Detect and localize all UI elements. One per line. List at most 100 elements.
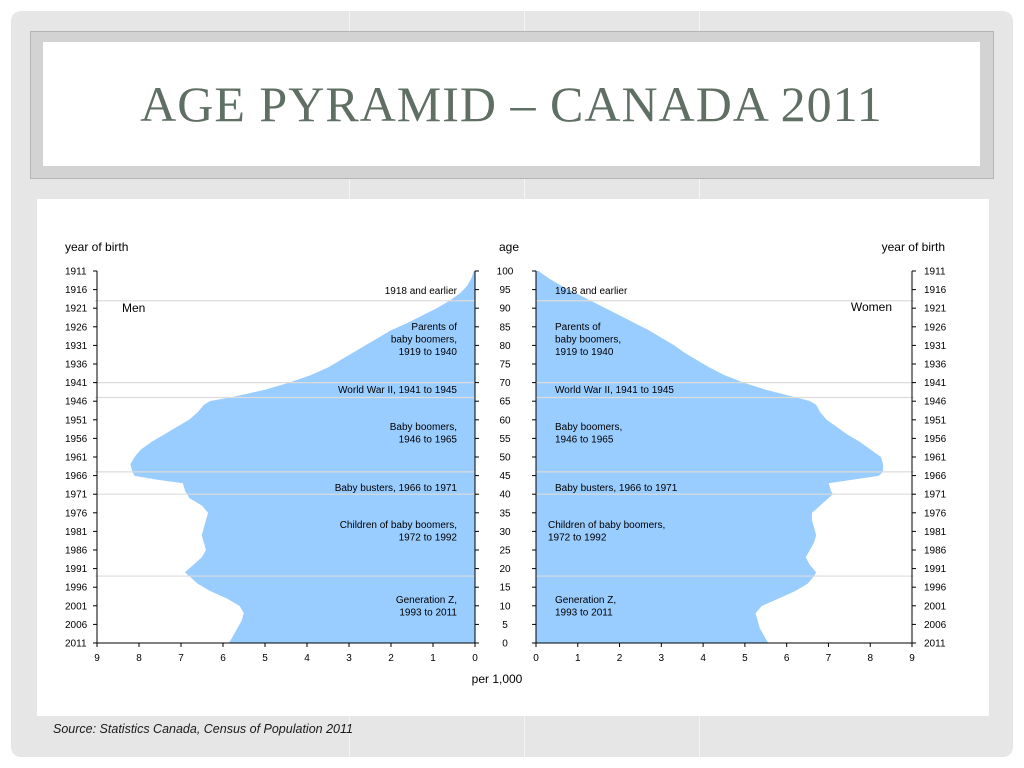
age-tick-label: 30 <box>499 527 511 538</box>
left-axis-title: year of birth <box>65 240 128 254</box>
men-x-tick-label: 8 <box>136 653 142 664</box>
center-axis-title: age <box>499 240 519 254</box>
women-x-tick-label: 0 <box>533 653 539 664</box>
year-tick-label-right: 1936 <box>924 360 947 371</box>
annotation-women-busters: Baby busters, 1966 to 1971 <box>555 483 678 494</box>
year-tick-label-right: 1976 <box>924 508 947 519</box>
source-note: Source: Statistics Canada, Census of Pop… <box>53 722 353 736</box>
year-tick-label-left: 1961 <box>65 453 88 464</box>
men-x-tick-label: 9 <box>94 653 100 664</box>
women-x-tick-label: 6 <box>784 653 790 664</box>
right-axis-title: year of birth <box>882 240 945 254</box>
age-tick-label: 65 <box>499 397 511 408</box>
annotation-men-busters: Baby busters, 1966 to 1971 <box>335 483 458 494</box>
year-tick-label-right: 1991 <box>924 564 947 575</box>
women-x-tick-label: 5 <box>742 653 748 664</box>
series-label-women: Women <box>851 300 892 314</box>
year-tick-label-right: 2011 <box>924 639 946 650</box>
age-tick-label: 35 <box>499 508 511 519</box>
annotation-women-children: 1972 to 1992 <box>548 533 607 544</box>
men-series-bars <box>130 270 476 644</box>
year-tick-label-right: 1941 <box>924 378 947 389</box>
year-tick-label-right: 2001 <box>924 601 947 612</box>
annotation-men-parents: 1919 to 1940 <box>399 347 458 358</box>
annotation-women-children: Children of baby boomers, <box>548 520 665 531</box>
age-tick-label: 40 <box>499 490 511 501</box>
annotation-women-ww2: World War II, 1941 to 1945 <box>555 385 674 396</box>
x-axis-title: per 1,000 <box>472 672 523 686</box>
annotation-men-a1918: 1918 and earlier <box>385 286 458 297</box>
annotation-men-children: 1972 to 1992 <box>399 533 458 544</box>
year-tick-label-left: 1971 <box>65 490 88 501</box>
age-tick-label: 60 <box>499 415 511 426</box>
slide-title: AGE PYRAMID – CANADA 2011 <box>140 76 883 132</box>
year-tick-label-left: 1941 <box>65 378 88 389</box>
year-tick-label-left: 2011 <box>65 639 87 650</box>
axes <box>93 270 916 647</box>
men-x-tick-label: 5 <box>262 653 268 664</box>
year-tick-label-right: 1916 <box>924 285 947 296</box>
annotation-women-parents: 1919 to 1940 <box>555 347 614 358</box>
women-x-tick-label: 2 <box>617 653 623 664</box>
year-tick-label-left: 1926 <box>65 322 88 333</box>
year-tick-label-left: 1966 <box>65 471 88 482</box>
year-tick-label-right: 1996 <box>924 583 947 594</box>
year-tick-label-left: 1976 <box>65 508 88 519</box>
annotation-men-boomers: Baby boomers, <box>390 422 457 433</box>
age-tick-label: 70 <box>499 378 511 389</box>
year-tick-label-left: 1986 <box>65 546 88 557</box>
age-tick-label: 50 <box>499 453 511 464</box>
women-x-tick-label: 9 <box>909 653 915 664</box>
year-tick-label-right: 1931 <box>924 341 947 352</box>
women-x-tick-label: 3 <box>659 653 665 664</box>
year-tick-label-left: 1956 <box>65 434 88 445</box>
age-tick-label: 5 <box>502 620 508 631</box>
year-tick-label-left: 2006 <box>65 620 88 631</box>
year-tick-label-right: 1951 <box>924 415 947 426</box>
year-tick-label-left: 2001 <box>65 601 88 612</box>
age-tick-label: 95 <box>499 285 511 296</box>
women-x-tick-label: 8 <box>867 653 873 664</box>
year-tick-label-right: 1946 <box>924 397 947 408</box>
annotation-men-genz: Generation Z, <box>396 595 457 606</box>
men-x-tick-label: 6 <box>220 653 226 664</box>
age-tick-label: 55 <box>499 434 511 445</box>
annotation-women-boomers: 1946 to 1965 <box>555 435 614 446</box>
age-tick-label: 80 <box>499 341 511 352</box>
age-tick-label: 90 <box>499 304 511 315</box>
chart-panel: 1911 100 1911 1916 95 1916 1921 90 1921 1926 85 192… <box>37 199 989 716</box>
age-tick-label: 75 <box>499 360 511 371</box>
year-tick-label-right: 1986 <box>924 546 947 557</box>
year-tick-label-right: 1926 <box>924 322 947 333</box>
annotation-men-genz: 1993 to 2011 <box>399 608 457 619</box>
year-tick-label-left: 1991 <box>65 564 88 575</box>
year-tick-label-left: 1931 <box>65 341 88 352</box>
women-series-bars <box>535 270 884 644</box>
year-tick-label-right: 1921 <box>924 304 947 315</box>
year-tick-label-right: 1966 <box>924 471 947 482</box>
annotation-women-genz: Generation Z, <box>555 595 616 606</box>
year-tick-label-left: 1936 <box>65 360 88 371</box>
year-tick-label-right: 1956 <box>924 434 947 445</box>
title-box: AGE PYRAMID – CANADA 2011 <box>43 42 980 166</box>
annotation-women-a1918: 1918 and earlier <box>555 286 628 297</box>
year-tick-label-right: 1981 <box>924 527 947 538</box>
men-x-tick-label: 0 <box>472 653 478 664</box>
men-x-tick-label: 1 <box>430 653 436 664</box>
annotation-men-boomers: 1946 to 1965 <box>399 435 458 446</box>
year-tick-label-left: 1946 <box>65 397 88 408</box>
age-tick-label: 85 <box>499 322 511 333</box>
year-tick-label-right: 2006 <box>924 620 947 631</box>
annotation-women-boomers: Baby boomers, <box>555 422 622 433</box>
age-tick-label: 45 <box>499 471 511 482</box>
women-x-tick-label: 1 <box>575 653 581 664</box>
women-x-tick-label: 7 <box>826 653 832 664</box>
series-label-men: Men <box>122 301 145 315</box>
year-tick-label-left: 1951 <box>65 415 88 426</box>
year-tick-label-left: 1916 <box>65 285 88 296</box>
men-x-tick-label: 3 <box>346 653 352 664</box>
year-tick-label-left: 1996 <box>65 583 88 594</box>
men-x-tick-label: 2 <box>388 653 394 664</box>
